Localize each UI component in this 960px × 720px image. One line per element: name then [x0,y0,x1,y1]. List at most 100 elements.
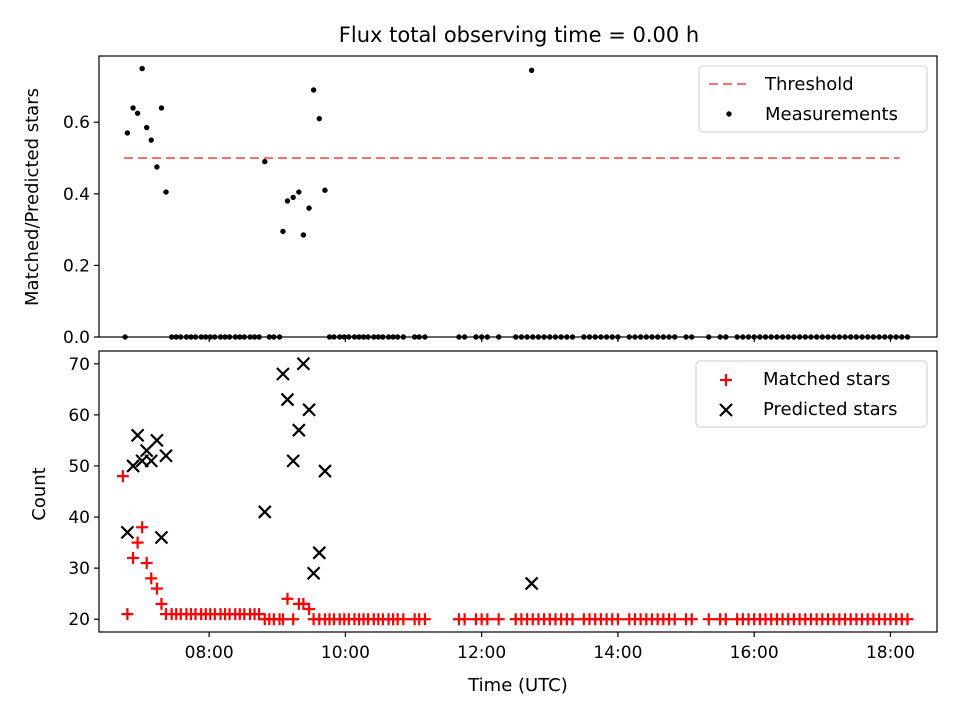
measurement-point [154,164,160,170]
measurement-point [262,158,268,165]
matched-star-point [668,613,681,626]
measurement-point [163,189,169,195]
predicted-star-point [280,392,295,407]
predicted-star-point [524,576,539,591]
matched-star-point [458,613,471,626]
matched-star-point [131,536,144,549]
bottom-y-axis-label: Count [29,467,50,520]
legend-predicted-label: Predicted stars [763,399,897,420]
legend-measurements-swatch [726,111,732,117]
predicted-star-point [276,367,290,381]
predicted-star-point [292,423,306,437]
matched-star-point [127,551,140,564]
bottom-x-axis: 08:00 10:00 12:00 14:00 16:00 18:00 [185,632,915,663]
predicted-star-point [139,443,154,458]
predicted-star-point [318,464,332,478]
predicted-star-point [126,459,140,473]
top-y-tick-label: 0.4 [63,185,90,205]
matched-star-point [297,597,310,610]
matched-star-point [253,608,266,621]
measurement-point [124,130,131,136]
predicted-star-point [312,546,327,560]
matched-star-point [145,572,158,585]
matched-star-point [702,613,715,626]
measurement-point [148,137,154,143]
panel-ratio: 0.0 0.2 0.4 0.6 Matched/Predicted stars Thr… [22,55,938,348]
measurement-point [316,115,322,122]
matched-star-point [481,613,494,626]
top-y-tick-label: 0.0 [63,328,90,348]
measurement-point [300,232,307,238]
top-legend: Threshold Measurements [698,65,928,133]
chart-title: Flux total observing time = 0.00 h [339,23,699,47]
measurement-point [310,87,317,93]
matched-star-point [121,608,134,621]
measurement-point [143,124,150,131]
matched-star-point [287,613,300,626]
predicted-star-point [306,566,321,581]
predicted-star-point [130,428,145,443]
bottom-y-tick-label: 50 [68,457,90,477]
bottom-y-tick-label: 70 [68,355,90,375]
matched-star-point [155,597,168,610]
legend-threshold-label: Threshold [764,74,854,95]
bottom-y-axis: 20 30 40 50 60 70 [68,355,99,630]
bottom-y-tick-label: 20 [68,610,90,630]
predicted-star-point [144,454,159,468]
measurement-point [528,67,535,74]
legend-matched-swatch [720,374,732,386]
matched-star-point [492,613,505,626]
measurement-point [284,198,291,204]
matched-star-point [397,613,410,626]
matched-star-point [418,613,431,626]
measurement-point [290,194,296,201]
top-y-tick-label: 0.6 [63,113,90,133]
predicted-star-point [120,525,135,540]
matched-star-point [281,592,294,605]
x-tick-label: 12:00 [457,643,506,663]
matched-star-point [719,613,732,626]
matched-star-point [276,613,289,626]
top-y-tick-label: 0.2 [63,256,90,276]
matched-star-point [150,582,163,595]
measurement-point [158,105,165,111]
bottom-legend: Matched stars Predicted stars [695,360,928,428]
matched-star-point [685,613,698,626]
top-y-axis: 0.0 0.2 0.4 0.6 [63,113,99,348]
matched-star-point [566,613,579,626]
top-y-axis-label: Matched/Predicted stars [22,88,43,306]
matched-star-point [116,470,129,483]
legend-matched-label: Matched stars [763,369,890,390]
x-tick-label: 18:00 [866,643,915,663]
x-tick-label: 16:00 [730,643,779,663]
measurement-point [130,105,136,111]
bottom-y-tick-label: 40 [68,508,90,528]
predicted-star-point [150,433,164,448]
predicted-star-point [302,402,316,417]
matched-star-point [303,603,316,616]
matched-star-point [611,613,624,626]
measurement-point [134,110,141,116]
x-tick-label: 14:00 [593,643,642,663]
top-x-tick-marks [208,337,892,342]
predicted-star-point [296,356,311,371]
bottom-y-tick-label: 60 [68,406,90,426]
x-tick-label: 10:00 [321,643,370,663]
legend-measurements-label: Measurements [765,104,898,125]
x-tick-label: 08:00 [185,643,234,663]
bottom-axes-frame [98,350,938,633]
matched-star-point [901,613,914,626]
predicted-star-point [159,448,173,463]
bottom-y-tick-label: 30 [68,559,90,579]
panel-counts: 20 30 40 50 60 70 08:00 10:00 12:00 14:00 16:00 18… [29,350,938,696]
legend-predicted-swatch [719,403,733,417]
matched-star-point [136,521,149,534]
measurement-point [296,189,302,195]
predicted-star-point [258,505,272,519]
matched-star-point [140,557,153,570]
top-axes-frame [98,55,938,338]
measurement-point [139,65,145,72]
x-axis-label: Time (UTC) [467,675,568,696]
measurement-point [280,228,286,235]
